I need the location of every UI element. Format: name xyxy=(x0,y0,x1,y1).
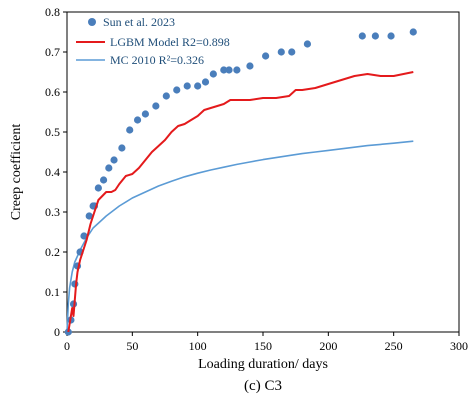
x-tick-label: 50 xyxy=(126,339,138,353)
data-point-sun xyxy=(201,78,210,86)
data-point-sun xyxy=(126,126,134,134)
series-layer xyxy=(64,28,417,336)
legend: Sun et al. 2023 LGBM Model R2=0.898 MC 2… xyxy=(76,15,230,67)
legend-label-sun: Sun et al. 2023 xyxy=(103,15,175,29)
y-tick-label: 0.1 xyxy=(45,285,60,299)
data-point-sun xyxy=(246,62,254,70)
data-point-sun xyxy=(162,92,170,100)
x-axis-title: Loading duration/ days xyxy=(198,357,328,372)
y-tick-label: 0 xyxy=(54,325,60,339)
data-point-sun xyxy=(358,32,366,40)
data-point-sun xyxy=(110,156,118,164)
y-tick-label: 0.8 xyxy=(45,5,60,19)
legend-marker-sun xyxy=(88,18,96,26)
data-point-sun xyxy=(225,66,233,74)
data-point-sun xyxy=(105,164,113,172)
data-point-sun xyxy=(262,52,270,60)
data-point-sun xyxy=(194,82,202,90)
y-tick-label: 0.7 xyxy=(45,45,60,59)
data-point-sun xyxy=(141,110,149,118)
data-point-sun xyxy=(387,32,395,40)
y-tick-label: 0.2 xyxy=(45,245,60,259)
x-tick-label: 250 xyxy=(385,339,403,353)
y-tick-label: 0.5 xyxy=(45,125,60,139)
series-line-mc2010 xyxy=(66,140,414,333)
data-point-sun xyxy=(152,102,160,110)
figure-caption: (c) C3 xyxy=(244,378,282,394)
series-line-lgbm xyxy=(67,71,414,333)
data-point-sun xyxy=(173,86,181,94)
x-tick-label: 200 xyxy=(319,339,337,353)
y-tick-label: 0.6 xyxy=(45,85,60,99)
data-point-sun xyxy=(209,70,217,78)
data-point-sun xyxy=(371,32,379,40)
x-tick-label: 300 xyxy=(450,339,468,353)
data-point-sun xyxy=(288,48,296,56)
data-point-sun xyxy=(303,40,312,48)
data-point-sun xyxy=(183,82,191,90)
data-point-sun xyxy=(99,176,108,184)
data-point-sun xyxy=(94,184,102,192)
data-point-sun xyxy=(220,66,228,74)
data-point-sun xyxy=(80,232,88,240)
data-point-sun xyxy=(277,48,285,56)
data-point-sun xyxy=(118,144,126,152)
data-point-sun xyxy=(233,66,241,74)
legend-label-mc2010: MC 2010 R²=0.326 xyxy=(110,53,204,67)
data-point-sun xyxy=(133,116,142,124)
x-tick-label: 100 xyxy=(189,339,207,353)
y-tick-label: 0.4 xyxy=(45,165,60,179)
x-tick-label: 150 xyxy=(254,339,272,353)
y-axis-title: Creep coefficient xyxy=(9,124,24,221)
axis-ticks: 0 50 100 150 200 250 300 0 0.1 0.2 0.3 0.4 0.5 0.6 0.7… xyxy=(45,5,468,353)
legend-label-lgbm: LGBM Model R2=0.898 xyxy=(110,35,230,49)
data-point-sun xyxy=(409,28,417,36)
x-tick-label: 0 xyxy=(64,339,70,353)
data-point-sun xyxy=(85,212,93,220)
y-tick-label: 0.3 xyxy=(45,205,60,219)
